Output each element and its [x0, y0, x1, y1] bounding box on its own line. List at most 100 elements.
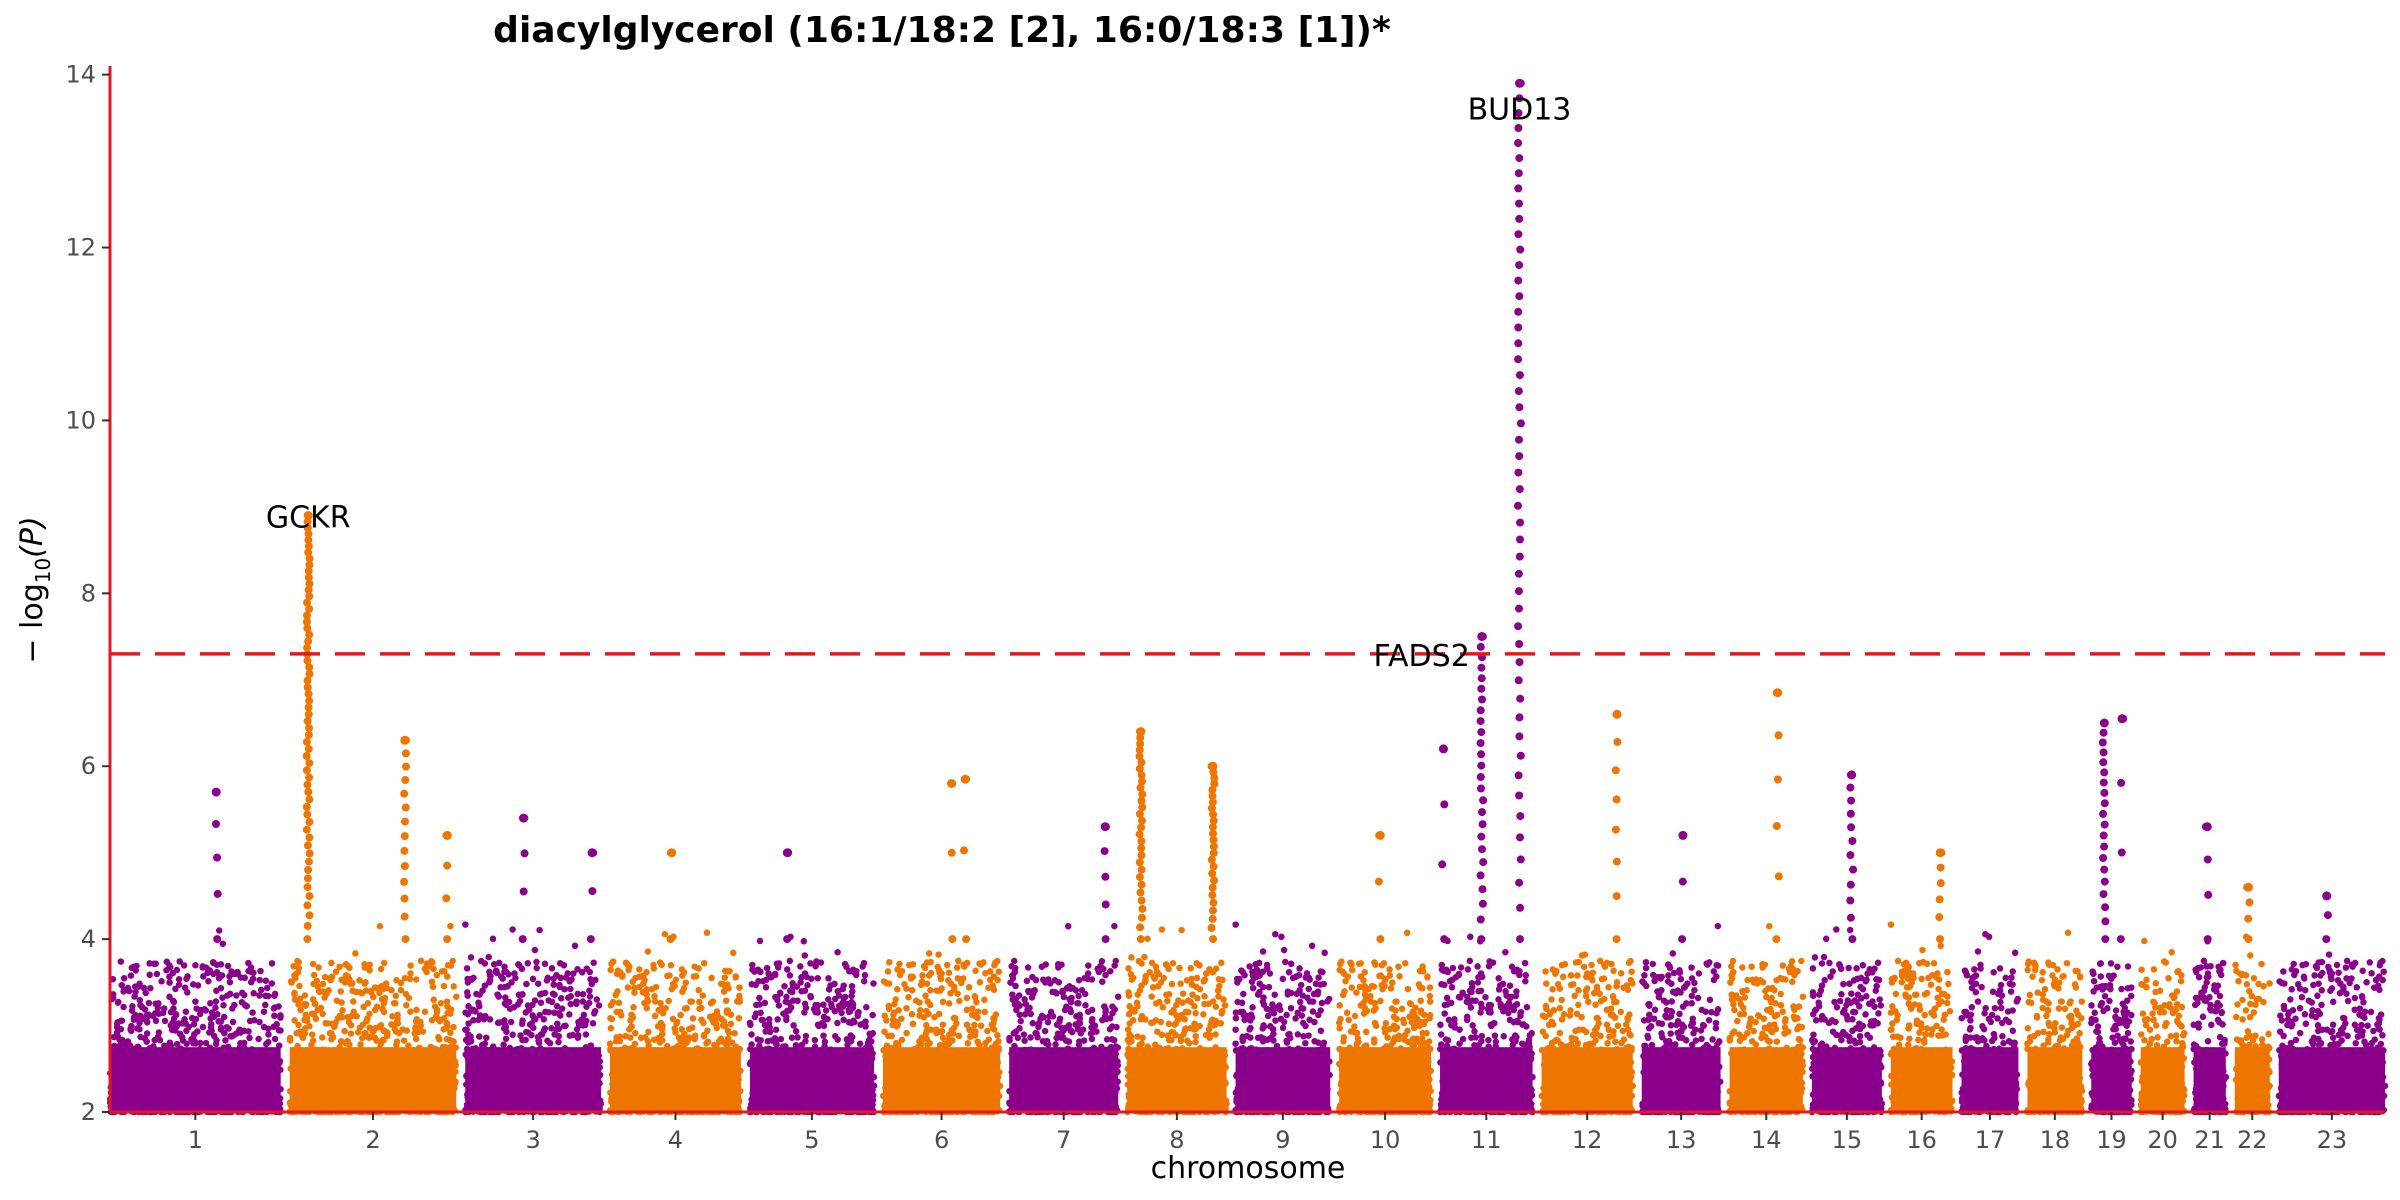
snp-point: [1208, 823, 1217, 832]
snp-point: [302, 825, 311, 834]
snp-point: [1135, 746, 1144, 754]
snp-point: [1848, 837, 1857, 845]
y-tick-label: 6: [81, 752, 96, 780]
snp-point: [1846, 896, 1855, 905]
y-tick-label: 10: [65, 406, 96, 434]
peak-top-point: [211, 787, 221, 797]
snp-point: [305, 833, 314, 842]
snp-point: [1514, 323, 1523, 332]
x-tick-label-chr-12: 12: [1572, 1126, 1603, 1154]
y-tick-label: 14: [65, 61, 96, 89]
snp-point: [305, 857, 313, 866]
peak-top-point: [303, 511, 313, 520]
points-layer: [106, 78, 2389, 1116]
gene-label-fads2: FADS2: [1374, 639, 1470, 674]
snp-point: [2245, 898, 2254, 907]
snp-point: [304, 586, 313, 594]
snp-density-chr-19: [2091, 1047, 2132, 1112]
snp-point: [2204, 890, 2213, 899]
snp-density-chr-20: [2140, 1047, 2185, 1112]
peak-top-point: [1935, 848, 1945, 858]
snp-point: [1514, 276, 1523, 285]
snp-point: [302, 752, 311, 760]
snp-point: [1478, 899, 1487, 908]
snp-point: [1514, 109, 1523, 118]
y-axis-label: − log10(P): [15, 516, 55, 663]
gene-label-bud13: BUD13: [1468, 92, 1572, 127]
snp-point: [1516, 518, 1525, 527]
snp-point: [1208, 869, 1217, 878]
snp-point: [1209, 906, 1217, 915]
peak-top-point: [2117, 714, 2127, 724]
snp-point: [1846, 783, 1855, 792]
snp-point: [1477, 663, 1486, 672]
snp-point: [305, 560, 314, 569]
snp-density-chr-3: [465, 1047, 601, 1112]
snp-point: [304, 788, 313, 796]
snp-point: [400, 912, 409, 921]
snp-point: [520, 849, 529, 858]
snp-point: [305, 630, 314, 639]
x-tick-label-chr-16: 16: [1906, 1126, 1937, 1154]
snp-point: [1514, 184, 1523, 193]
snp-point: [519, 887, 528, 896]
snp-density-chr-21: [2193, 1047, 2226, 1112]
snp-point: [1136, 935, 1145, 944]
snp-point: [1515, 640, 1524, 648]
snp-density-chr-9: [1235, 1047, 1331, 1112]
snp-point: [213, 853, 222, 862]
snp-point: [304, 703, 313, 712]
peak-top-point: [1678, 830, 1688, 840]
snp-point: [212, 820, 220, 828]
snp-point: [2100, 788, 2109, 797]
snp-point: [1479, 858, 1488, 867]
snp-point: [1207, 804, 1216, 813]
snp-point: [443, 861, 452, 870]
y-axis-label-main: − log: [15, 583, 50, 663]
snp-point: [1478, 695, 1486, 704]
snp-point: [1515, 214, 1524, 223]
snp-point: [2099, 831, 2108, 840]
snp-point: [302, 737, 311, 746]
peak-top-point: [2202, 822, 2212, 832]
snp-point: [2099, 778, 2108, 787]
snp-point: [2203, 855, 2212, 864]
x-tick-label-chr-23: 23: [2317, 1126, 2348, 1154]
peak-top-point: [1208, 761, 1218, 771]
snp-point: [305, 795, 314, 804]
x-tick-label-chr-8: 8: [1169, 1126, 1184, 1154]
x-axis-label: chromosome: [1151, 1151, 1346, 1186]
peak-top-point: [1515, 78, 1524, 88]
snp-point: [1208, 798, 1217, 807]
snp-point: [304, 567, 313, 576]
snp-density-chr-4: [609, 1047, 741, 1112]
x-tick-label-chr-9: 9: [1275, 1126, 1290, 1154]
snp-point: [1848, 935, 1857, 944]
snp-point: [1209, 842, 1218, 851]
snp-point: [2098, 738, 2107, 747]
snp-point: [1135, 858, 1144, 867]
snp-point: [1101, 900, 1110, 909]
snp-point: [1136, 888, 1145, 897]
chart-title: diacylglycerol (16:1/18:2 [2], 16:0/18:3…: [493, 10, 1391, 51]
snp-point: [1515, 261, 1524, 270]
snp-point: [1209, 862, 1218, 871]
peak-top-point: [960, 774, 970, 784]
snp-point: [586, 935, 595, 944]
snp-point: [1138, 904, 1147, 913]
peak-top-point: [1773, 688, 1783, 698]
snp-point: [2117, 778, 2126, 787]
snp-point: [1515, 485, 1524, 494]
snp-point: [588, 887, 597, 896]
snp-point: [401, 817, 409, 826]
peak-top-point: [2322, 891, 2332, 901]
snp-point: [1515, 371, 1524, 380]
snp-point: [2099, 748, 2108, 757]
snp-point: [1514, 230, 1523, 239]
snp-point: [303, 656, 312, 665]
snp-point: [400, 862, 409, 871]
snp-point: [305, 554, 314, 563]
snp-point: [303, 901, 312, 910]
snp-point: [1514, 676, 1523, 685]
snp-point: [2099, 809, 2108, 818]
